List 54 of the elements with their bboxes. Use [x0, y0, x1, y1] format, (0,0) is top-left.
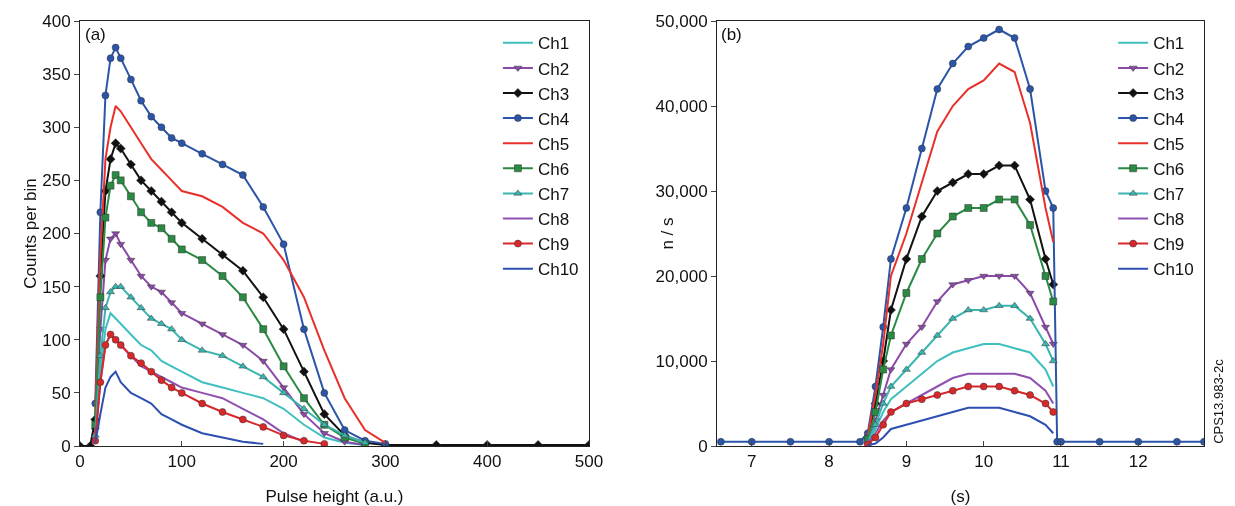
x-tick-label: 400: [473, 452, 502, 472]
annotation: (b): [721, 25, 742, 44]
legend-label: Ch5: [1153, 134, 1185, 154]
y-tick-label: 100: [42, 330, 71, 350]
x-tick-label: 11: [1052, 452, 1070, 472]
legend-label: Ch4: [1153, 109, 1185, 129]
legend-label: Ch10: [537, 260, 579, 280]
x-tick-label: 12: [1128, 452, 1148, 472]
legend-label: Ch1: [1153, 34, 1185, 54]
y-tick-label: 10,000: [655, 351, 708, 371]
legend-label: Ch10: [1153, 260, 1194, 280]
y-tick-label: 40,000: [655, 96, 708, 116]
x-tick-label: 100: [167, 452, 196, 472]
legend-label: Ch6: [537, 159, 570, 179]
y-tick-label: 0: [61, 436, 71, 456]
x-tick-label: 10: [974, 452, 994, 472]
y-tick-label: 50,000: [655, 11, 708, 31]
legend-label: Ch7: [537, 185, 570, 205]
y-tick-label: 50: [51, 383, 71, 403]
y-axis-title: n / s: [658, 217, 677, 250]
text: CPS13.983-2c: [1210, 358, 1226, 444]
x-tick-label: 300: [371, 452, 400, 472]
y-tick-label: 0: [698, 436, 708, 456]
legend-label: Ch8: [1153, 210, 1185, 230]
y-tick-label: 150: [42, 277, 71, 297]
y-tick-label: 350: [42, 65, 71, 85]
legend-label: Ch9: [537, 235, 570, 255]
x-tick-label: 0: [75, 452, 85, 472]
x-tick-label: 7: [747, 452, 757, 472]
y-tick-label: 400: [42, 11, 71, 31]
legend-label: Ch2: [537, 59, 570, 79]
legend-label: Ch3: [1153, 84, 1185, 104]
y-tick-label: 30,000: [655, 181, 708, 201]
legend-label: Ch7: [1153, 185, 1185, 205]
x-tick-label: 9: [901, 452, 912, 472]
legend-label: Ch4: [537, 109, 570, 129]
y-axis-title: Counts per bin: [21, 178, 40, 289]
y-tick-label: 250: [42, 171, 71, 191]
x-axis-title: Pulse height (a.u.): [265, 487, 404, 506]
legend-label: Ch8: [537, 210, 570, 230]
legend-label: Ch5: [537, 134, 570, 154]
x-tick-label: 500: [574, 452, 604, 472]
legend-label: Ch9: [1153, 235, 1185, 255]
annotation: (a): [85, 25, 106, 44]
y-tick-label: 20,000: [655, 266, 708, 286]
legend-label: Ch1: [537, 34, 570, 54]
legend-label: Ch3: [537, 84, 570, 104]
x-axis-title: (s): [950, 487, 971, 506]
legend-label: Ch2: [1153, 59, 1185, 79]
y-tick-label: 300: [42, 118, 71, 138]
x-tick-label: 200: [269, 452, 298, 472]
y-tick-label: 200: [42, 224, 71, 244]
legend-label: Ch6: [1153, 159, 1185, 179]
x-tick-label: 8: [824, 452, 834, 472]
